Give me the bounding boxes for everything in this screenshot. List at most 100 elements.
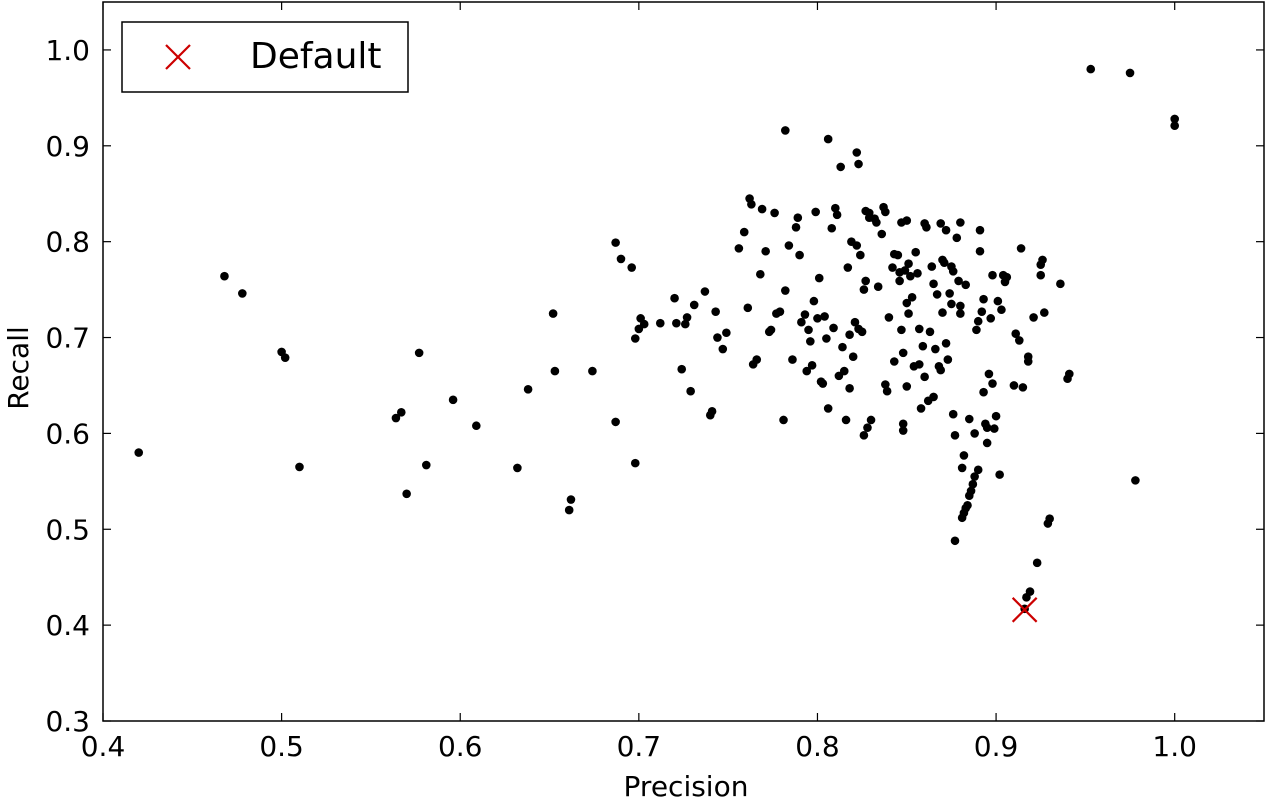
data-point [611,417,620,427]
data-point [627,263,637,272]
data-point [802,366,812,376]
data-point [793,213,803,222]
data-point [797,317,806,327]
data-point [827,223,837,233]
data-point [902,382,912,391]
data-point [984,369,994,379]
data-point [906,271,915,281]
data-point [823,404,833,413]
data-point [1045,514,1054,524]
data-point [859,285,869,294]
data-point [889,357,899,366]
data-point [280,353,290,362]
data-point [936,365,946,375]
y-tick-label: 1.0 [45,34,90,67]
data-point [680,319,690,329]
data-point [402,489,411,499]
data-point [700,287,710,296]
data-point [550,366,560,376]
data-point [779,415,788,425]
data-point [982,423,992,432]
data-point [831,203,840,213]
data-point [856,250,865,260]
data-point [421,460,431,470]
data-point [854,159,863,169]
data-point [952,233,962,243]
data-point [689,300,699,310]
data-point [1011,329,1021,338]
data-point [1170,121,1179,130]
data-point [861,276,870,286]
legend-box [121,21,409,93]
data-point [707,407,717,416]
data-point [414,348,424,358]
data-point [611,238,620,247]
data-point [895,276,904,286]
data-point [975,246,985,256]
data-point [1038,255,1047,265]
x-tick-label: 0.4 [81,730,126,763]
data-point [722,328,731,338]
data-point [863,423,872,432]
data-point [947,299,956,309]
data-point [839,366,849,376]
data-point [986,314,996,323]
data-point [914,360,924,369]
data-point [564,505,574,515]
data-point [977,307,987,316]
data-point [973,316,983,326]
data-point [845,330,854,339]
data-point [902,216,912,225]
data-point [811,207,820,217]
data-point [911,247,920,257]
data-point [822,334,831,343]
data-point [873,282,883,292]
data-point [713,333,722,342]
data-point [888,263,897,272]
data-point [841,415,851,425]
data-point [800,310,810,319]
data-point [1036,270,1046,280]
data-point [957,463,967,473]
data-point [850,317,860,327]
data-point [838,342,847,352]
data-point [913,269,922,278]
data-point [1056,279,1065,289]
data-point [881,207,890,217]
data-point [823,134,833,144]
data-point [630,334,640,343]
x-tick-label: 0.6 [438,730,483,763]
legend: Default [121,21,409,93]
data-point [1016,244,1026,253]
data-point [752,355,762,364]
data-point [788,355,797,364]
data-point [829,323,838,333]
data-point [991,411,1001,421]
data-point [630,458,640,468]
data-point [813,314,822,323]
data-point [956,218,965,227]
data-point [852,148,862,157]
data-point [931,344,940,354]
data-point [898,426,908,435]
data-point [670,293,679,303]
data-point [548,309,558,318]
data-point [523,385,533,394]
data-point [948,409,958,419]
data-point [993,296,1003,306]
data-point [756,269,765,279]
data-point [818,379,828,388]
data-point [941,338,951,348]
axis-tick-labels: 0.4 0.5 0.6 0.7 0.8 0.9 1.00.30.40.50.60.70.80… [45,34,1196,763]
data-point [961,280,971,290]
data-point [941,225,951,235]
data-point [898,419,908,429]
x-tick-label: 0.8 [795,730,840,763]
data-point [929,279,938,289]
y-tick-label: 0.5 [45,513,90,546]
data-point [238,289,247,298]
x-axis-label: Precision [624,770,749,800]
data-point [964,414,974,424]
plot-frame [102,1,1265,722]
